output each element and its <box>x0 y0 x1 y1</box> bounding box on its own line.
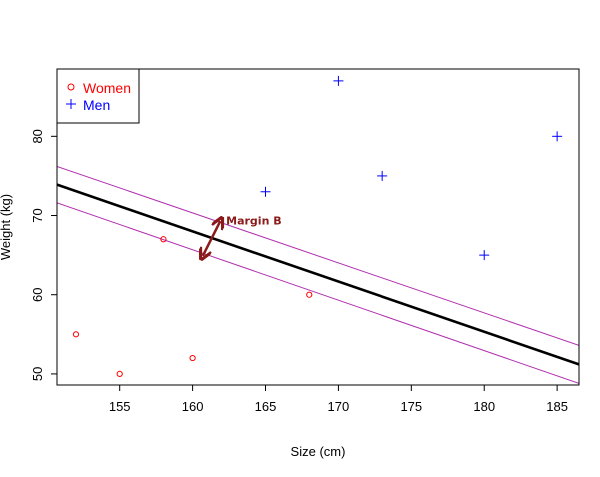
y-axis: 50 60 70 80 <box>30 129 58 381</box>
point-women <box>116 370 123 378</box>
y-axis-label: Weight (kg) <box>0 194 13 260</box>
y-tick-label: 60 <box>30 287 45 301</box>
point-men <box>260 186 271 197</box>
data-points <box>72 75 563 378</box>
series-men <box>260 75 563 261</box>
legend: Women Men <box>56 68 140 124</box>
margin-lower-line <box>57 202 579 384</box>
legend-men-label: Men <box>83 97 110 113</box>
y-tick-label: 50 <box>30 367 45 381</box>
point-men <box>552 131 563 142</box>
point-women <box>72 331 80 338</box>
x-tick-label: 155 <box>109 399 131 414</box>
point-women <box>160 236 167 243</box>
x-axis-label: Size (cm) <box>291 444 346 459</box>
margin-arrow <box>203 221 220 256</box>
x-tick-label: 165 <box>255 399 277 414</box>
decision-boundary-line <box>57 183 579 366</box>
point-men <box>479 250 490 261</box>
x-tick-label: 160 <box>182 399 204 414</box>
legend-women-label: Women <box>83 80 131 96</box>
x-tick-label: 170 <box>328 399 350 414</box>
y-tick-label: 70 <box>30 208 45 222</box>
margin-upper-line <box>57 165 579 346</box>
legend-men-marker <box>66 99 76 109</box>
x-tick-label: 175 <box>400 399 422 414</box>
x-tick-label: 180 <box>473 399 495 414</box>
margin-label: Margin B <box>226 214 281 227</box>
legend-women-marker <box>67 83 75 91</box>
x-axis: 155 160 165 170 175 180 185 <box>109 384 568 414</box>
legend-box <box>56 68 140 124</box>
point-men <box>333 75 344 86</box>
margin-annotation: Margin B <box>203 214 282 256</box>
point-men <box>377 170 388 181</box>
fit-lines <box>57 165 579 384</box>
x-tick-label: 185 <box>546 399 568 414</box>
point-women <box>189 354 196 362</box>
y-tick-label: 80 <box>30 129 45 143</box>
series-women <box>72 236 313 378</box>
point-women <box>306 291 313 298</box>
